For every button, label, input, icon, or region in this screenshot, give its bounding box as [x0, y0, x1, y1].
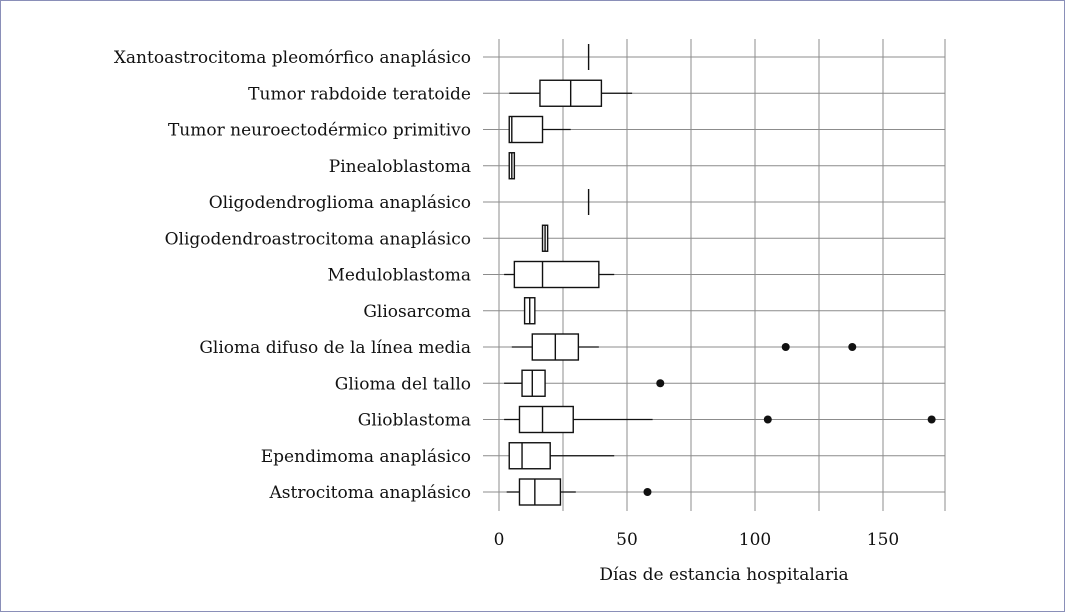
category-label: Astrocitoma anaplásico	[269, 483, 471, 503]
x-tick-label: 150	[867, 530, 899, 550]
outlier-point	[763, 415, 772, 424]
category-label: Pinealoblastoma	[329, 157, 471, 177]
box-11	[508, 442, 615, 470]
box-iqr	[518, 405, 574, 434]
x-tick-label: 0	[494, 530, 505, 550]
category-label: Glioblastoma	[358, 411, 471, 431]
x-axis-title: Días de estancia hospitalaria	[599, 565, 848, 585]
outlier-point	[848, 343, 857, 351]
box-6	[504, 260, 615, 289]
box-8	[511, 333, 857, 361]
category-label: Meduloblastoma	[328, 266, 471, 286]
outlier-point	[656, 379, 665, 388]
box-iqr	[513, 260, 600, 289]
box-9	[504, 369, 665, 397]
category-label: Oligodendroastrocitoma anaplásico	[165, 229, 471, 249]
x-tick-labels: 0 50 100 150	[494, 530, 900, 550]
box-iqr	[518, 478, 562, 506]
box-iqr	[521, 369, 546, 397]
category-label: Glioma del tallo	[335, 374, 471, 394]
box-3	[508, 152, 516, 180]
box-1	[509, 79, 633, 107]
box-iqr	[508, 442, 551, 470]
x-tick-label: 50	[616, 530, 638, 550]
category-label: Gliosarcoma	[363, 302, 471, 322]
category-label: Oligodendroglioma anaplásico	[209, 193, 471, 213]
outlier-point	[927, 415, 936, 424]
box-10	[504, 405, 936, 434]
box-2	[508, 115, 571, 144]
box-7	[523, 297, 536, 325]
category-label: Xantoastrocitoma pleomórfico anaplásico	[114, 48, 471, 68]
category-label: Ependimoma anaplásico	[261, 447, 471, 467]
box-layer	[504, 44, 936, 506]
outlier-point	[781, 343, 790, 351]
box-iqr	[508, 115, 544, 144]
box-5	[541, 224, 549, 252]
box-12	[506, 478, 652, 506]
category-label: Tumor neuroectodérmico primitivo	[168, 121, 471, 141]
category-labels: Xantoastrocitoma pleomórfico anaplásico T…	[114, 48, 471, 503]
category-label: Glioma difuso de la línea media	[199, 338, 471, 358]
outlier-point	[643, 488, 652, 496]
x-tick-label: 100	[739, 530, 771, 550]
category-label: Tumor rabdoide teratoide	[248, 84, 471, 104]
